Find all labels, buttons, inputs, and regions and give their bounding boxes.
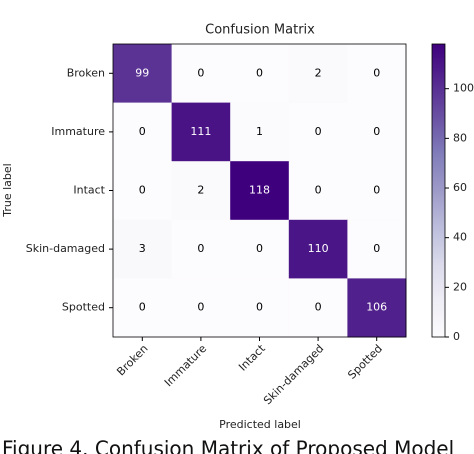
colorbar [431,43,446,338]
cell-label: 0 [315,301,322,314]
heatmap-cell [347,161,407,221]
heatmap-cell [171,44,231,104]
cell-label: 0 [373,66,380,79]
colorbar-tick-label: 0 [453,330,460,343]
cell-label: 0 [373,242,380,255]
colorbar-tick-label: 20 [453,280,467,293]
heatmap-cell [288,44,348,104]
heatmap-cell [171,278,231,338]
cell-label: 2 [315,66,322,79]
cell-label: 0 [197,242,204,255]
x-tick-label: Broken [114,342,150,378]
cell-label: 118 [249,184,270,197]
heatmap-cell [113,219,173,279]
heatmap-cell [230,161,290,221]
heatmap-cell [288,278,348,338]
heatmap-cell [347,102,407,162]
y-axis-label: True label [1,163,14,217]
y-tick-label: Skin-damaged [26,242,105,255]
cell-label: 0 [139,301,146,314]
heatmap-cell [113,161,173,221]
colorbar-tick-label: 40 [453,231,467,244]
cell-label: 106 [366,301,387,314]
cell-label: 99 [135,66,149,79]
heatmap-cell [230,102,290,162]
y-tick-label: Spotted [62,301,105,314]
cell-label: 2 [197,184,204,197]
heatmap-cell [171,102,231,162]
heatmap-cell [347,219,407,279]
heatmap-cell [113,278,173,338]
cell-label: 0 [256,301,263,314]
cell-label: 110 [308,242,329,255]
cell-label: 0 [256,242,263,255]
heatmap-cell [230,44,290,104]
cell-label: 0 [373,184,380,197]
figure-caption: Figure 4. Confusion Matrix of Proposed M… [2,437,454,454]
cell-label: 1 [256,125,263,138]
y-tick-label: Broken [67,66,105,79]
x-tick-label: Immature [162,342,209,389]
cell-label: 0 [139,184,146,197]
x-tick-label: Spotted [345,342,385,382]
heatmap-cell [347,278,407,338]
colorbar-tick-label: 60 [453,181,467,194]
heatmap-cell [230,219,290,279]
y-tick-label: Immature [51,125,105,138]
cell-label: 3 [139,242,146,255]
cell-label: 0 [315,125,322,138]
heatmap-cell [113,102,173,162]
chart-title: Confusion Matrix [205,23,315,38]
cell-label: 0 [373,125,380,138]
cell-label: 0 [139,125,146,138]
cell-label: 0 [315,184,322,197]
heatmap-cell [288,102,348,162]
colorbar-tick-label: 100 [453,82,474,95]
heatmap-cell [288,219,348,279]
cell-label: 0 [197,66,204,79]
heatmap-cell [230,278,290,338]
cell-label: 111 [190,125,211,138]
heatmap-cell [288,161,348,221]
heatmap-cell [171,219,231,279]
cell-label: 0 [256,66,263,79]
colorbar-tick-label: 80 [453,131,467,144]
x-tick-label: Skin-damaged [261,342,326,407]
x-axis-label: Predicted label [219,418,301,431]
heatmap-cell [347,44,407,104]
y-tick-label: Intact [73,184,105,197]
x-tick-label: Intact [236,342,268,374]
heatmap-cell [113,44,173,104]
cell-label: 0 [197,301,204,314]
heatmap-cell [171,161,231,221]
